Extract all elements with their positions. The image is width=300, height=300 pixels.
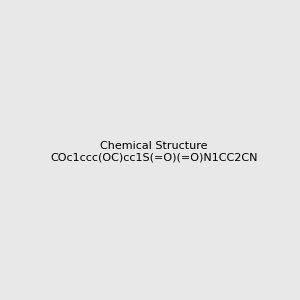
- Text: Chemical Structure
COc1ccc(OC)cc1S(=O)(=O)N1CC2CN: Chemical Structure COc1ccc(OC)cc1S(=O)(=…: [50, 141, 257, 162]
